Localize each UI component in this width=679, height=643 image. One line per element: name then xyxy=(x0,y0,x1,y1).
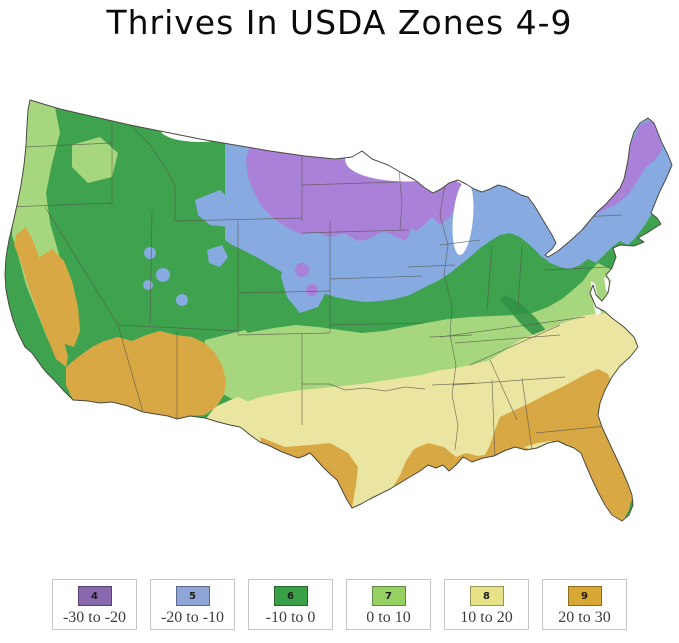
zone5-range-label: -20 to -10 xyxy=(160,609,225,626)
zone7-swatch: 7 xyxy=(371,586,406,606)
zone10-florida-patch xyxy=(537,461,569,485)
zone9-swatch: 9 xyxy=(567,586,602,606)
zone4-swatch: 4 xyxy=(77,586,112,606)
us-hardiness-map-svg xyxy=(4,99,673,522)
legend-item-zone8: 8 10 to 20 xyxy=(444,579,529,630)
legend-item-zone6: 6 -10 to 0 xyxy=(248,579,333,630)
state-borders xyxy=(7,122,623,458)
zone6-swatch: 6 xyxy=(273,586,308,606)
legend-item-zone5: 5 -20 to -10 xyxy=(150,579,235,630)
page-title: Thrives In USDA Zones 4-9 xyxy=(106,3,573,42)
zone8-swatch: 8 xyxy=(469,586,504,606)
zone4-range-label: -30 to -20 xyxy=(62,609,127,626)
us-hardiness-map xyxy=(0,85,679,563)
zone8-range-label: 10 to 20 xyxy=(460,609,513,626)
zone6-range-label: -10 to 0 xyxy=(265,609,316,626)
zone5-swatch: 5 xyxy=(175,586,210,606)
zone7-range-label: 0 to 10 xyxy=(366,609,411,626)
legend-item-zone7: 7 0 to 10 xyxy=(346,579,431,630)
zone9-range-label: 20 to 30 xyxy=(558,609,611,626)
lake-michigan xyxy=(452,181,474,255)
zone-legend: 4 -30 to -20 5 -20 to -10 6 -10 to 0 7 0… xyxy=(0,579,679,630)
legend-item-zone9: 9 20 to 30 xyxy=(542,579,627,630)
legend-item-zone4: 4 -30 to -20 xyxy=(52,579,137,630)
us-outline xyxy=(4,99,673,522)
